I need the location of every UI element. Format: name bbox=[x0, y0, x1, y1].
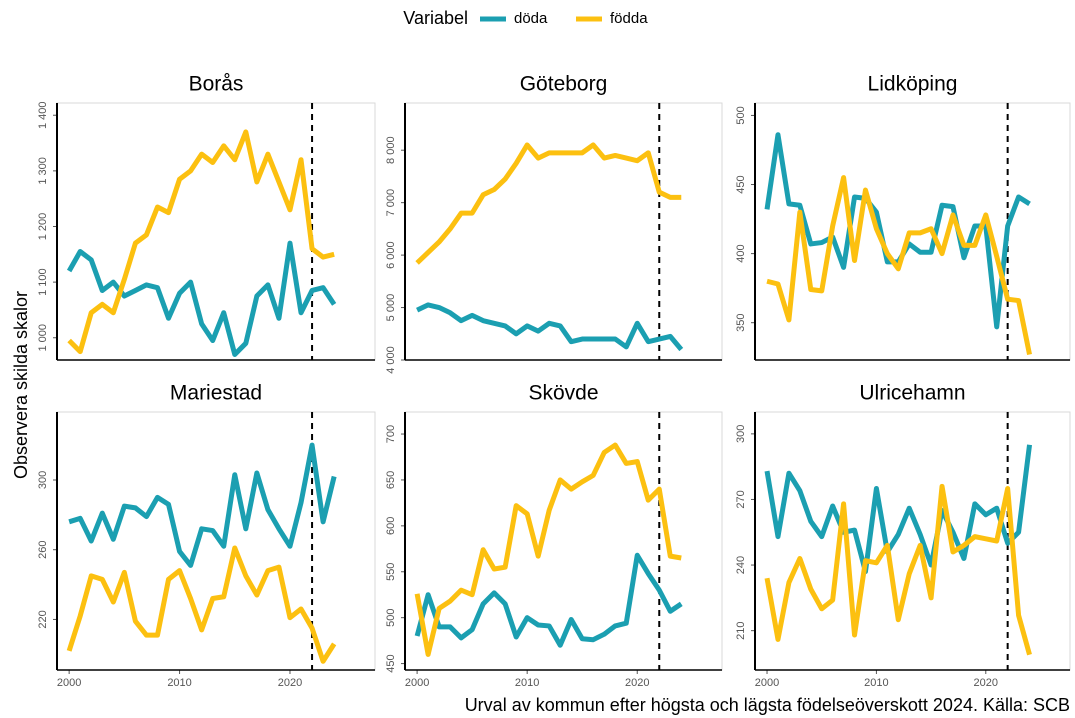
y-tick-label: 220 bbox=[37, 610, 49, 628]
y-tick-label: 1 200 bbox=[37, 213, 49, 241]
y-tick-label: 350 bbox=[735, 314, 747, 332]
y-tick-label: 550 bbox=[385, 563, 397, 581]
y-tick-label: 1 400 bbox=[37, 101, 49, 129]
y-tick-label: 260 bbox=[37, 541, 49, 559]
y-tick-label: 400 bbox=[735, 244, 747, 262]
data-line bbox=[764, 483, 1032, 656]
x-tick-label: 2010 bbox=[864, 677, 888, 689]
y-tick-label: 5 000 bbox=[385, 294, 397, 322]
data-line bbox=[414, 442, 682, 657]
x-tick-label: 2020 bbox=[625, 677, 649, 689]
y-tick-label: 450 bbox=[735, 175, 747, 193]
y-tick-label: 7 000 bbox=[385, 189, 397, 217]
panel-title: Göteborg bbox=[520, 73, 608, 96]
panel-border bbox=[56, 411, 376, 671]
data-line bbox=[416, 302, 684, 352]
data-line bbox=[68, 442, 337, 568]
data-line bbox=[66, 545, 337, 664]
y-axis-title: Observera skilda skalor bbox=[11, 291, 31, 479]
panel-title: Lidköping bbox=[868, 73, 958, 96]
y-tick-label: 500 bbox=[385, 608, 397, 626]
y-tick-label: 600 bbox=[385, 517, 397, 535]
y-tick-label: 210 bbox=[735, 621, 747, 639]
data-line bbox=[415, 142, 682, 265]
data-line bbox=[66, 240, 337, 357]
data-line bbox=[414, 552, 683, 648]
x-tick-label: 2000 bbox=[755, 677, 779, 689]
panel-title: Mariestad bbox=[170, 382, 262, 405]
panel-border bbox=[56, 102, 376, 361]
legend-label: födda bbox=[610, 10, 648, 27]
y-tick-label: 8 000 bbox=[385, 136, 397, 164]
data-line bbox=[67, 129, 335, 355]
y-tick-label: 300 bbox=[735, 425, 747, 443]
caption: Urval av kommun efter högsta och lägsta … bbox=[465, 695, 1070, 715]
y-tick-label: 6 000 bbox=[385, 241, 397, 269]
y-tick-label: 700 bbox=[385, 425, 397, 443]
x-tick-label: 2010 bbox=[515, 677, 539, 689]
y-tick-label: 1 000 bbox=[37, 324, 49, 352]
data-line bbox=[766, 175, 1032, 355]
x-tick-label: 2000 bbox=[405, 677, 429, 689]
y-tick-label: 1 100 bbox=[37, 268, 49, 296]
x-tick-label: 2000 bbox=[57, 677, 81, 689]
x-tick-label: 2010 bbox=[167, 677, 191, 689]
y-tick-label: 650 bbox=[385, 471, 397, 489]
y-tick-label: 300 bbox=[37, 471, 49, 489]
panel-title: Ulricehamn bbox=[859, 382, 965, 405]
x-tick-label: 2020 bbox=[278, 677, 302, 689]
panel-border bbox=[404, 102, 723, 361]
y-tick-label: 270 bbox=[735, 490, 747, 508]
x-tick-label: 2020 bbox=[974, 677, 998, 689]
legend-title: Variabel bbox=[403, 8, 468, 28]
y-tick-label: 240 bbox=[735, 556, 747, 574]
y-tick-label: 4 000 bbox=[385, 346, 397, 374]
panel-title: Skövde bbox=[528, 382, 598, 405]
y-tick-label: 500 bbox=[735, 106, 747, 124]
panel-title: Borås bbox=[189, 73, 244, 96]
data-line bbox=[764, 444, 1033, 575]
legend-label: döda bbox=[514, 10, 548, 27]
y-tick-label: 450 bbox=[385, 654, 397, 672]
y-tick-label: 1 300 bbox=[37, 157, 49, 185]
